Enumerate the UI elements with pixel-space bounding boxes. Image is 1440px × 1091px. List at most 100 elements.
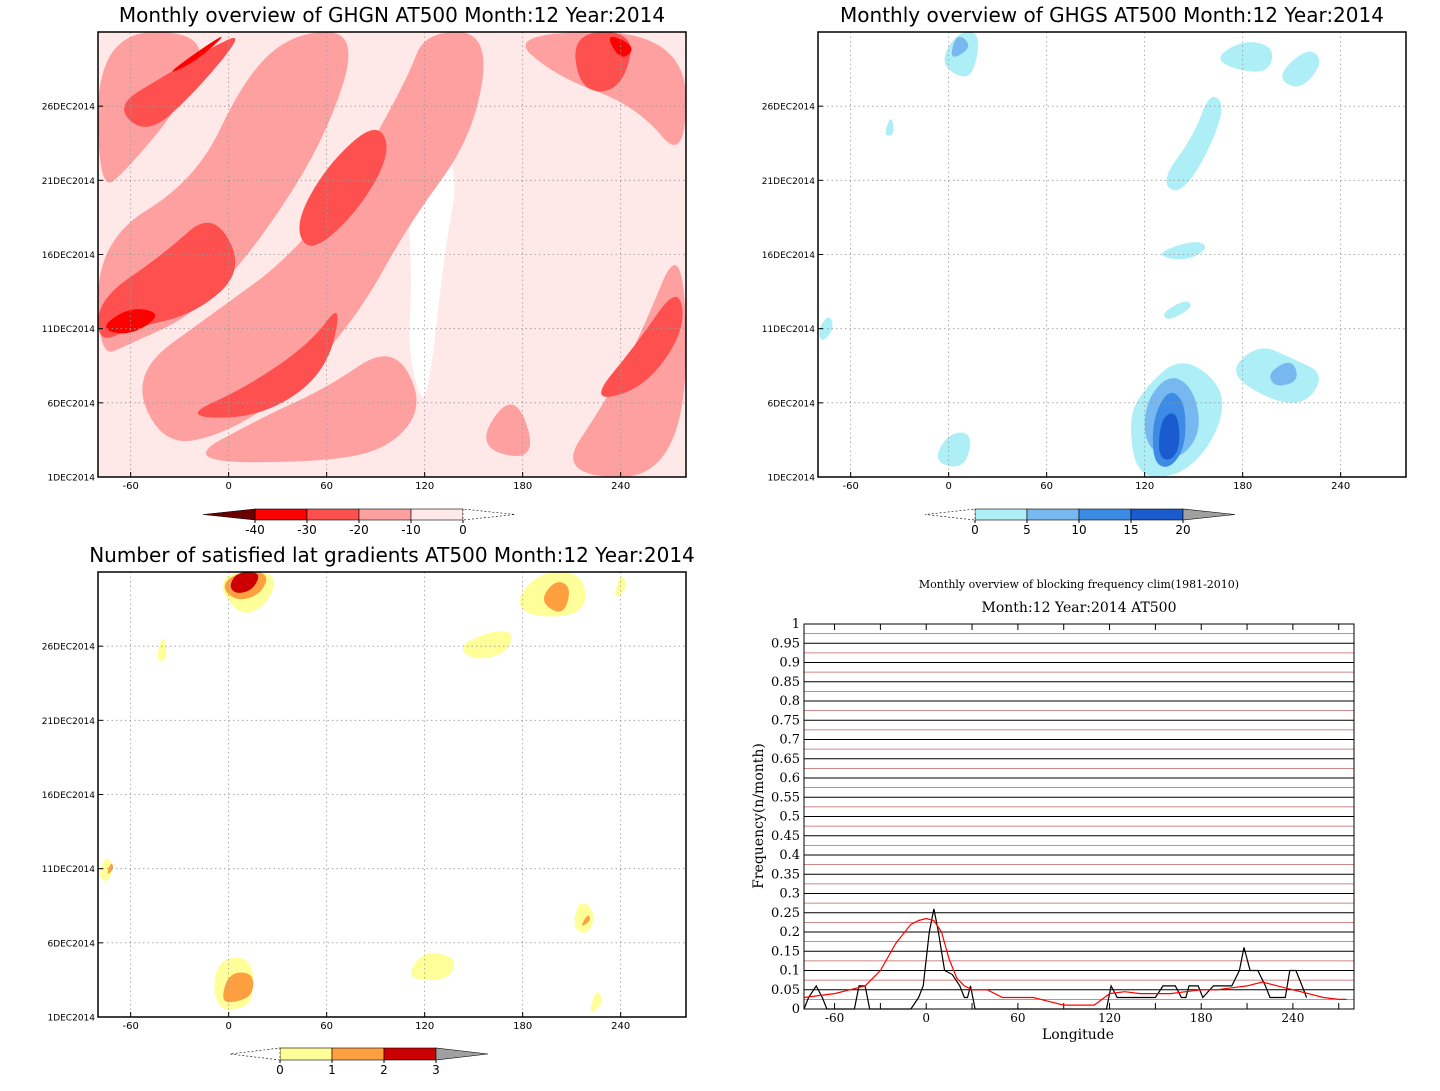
y-tick-label: 0.35	[771, 867, 800, 882]
colorbar-label: 10	[1071, 523, 1086, 537]
panel-title: Monthly overview of GHGN AT500 Month:12 …	[119, 3, 665, 27]
y-tick-label: 0.55	[771, 790, 800, 805]
contour-level-0	[590, 992, 602, 1013]
colorbar-box	[1130, 508, 1184, 521]
contour-level-5	[951, 36, 969, 57]
y-tick-label: 0.45	[771, 829, 800, 844]
colorbar-label: -30	[297, 523, 317, 537]
series-line-red	[803, 917, 1347, 1006]
y-tick-label: 0.4	[779, 848, 800, 863]
contour-level-0	[1166, 96, 1222, 191]
x-tick-label: 0	[225, 1021, 231, 1032]
y-tick-label: 26DEC2014	[42, 643, 96, 653]
y-tick-label: 0.25	[771, 906, 800, 921]
y-axis-label: Frequency(n/month)	[751, 743, 767, 889]
y-tick-label: 0	[792, 1002, 800, 1017]
y-tick-label: 0.9	[779, 656, 800, 671]
colorbar-box	[306, 508, 360, 521]
colorbar-box	[279, 1047, 333, 1061]
colorbar-box	[1026, 508, 1080, 521]
contour-level-15	[1159, 413, 1180, 460]
panel-4: Monthly overview of blocking frequency c…	[751, 578, 1355, 1043]
colorbar-label: -40	[245, 523, 265, 537]
colorbar-label: -10	[401, 523, 421, 537]
x-tick-label: 120	[1098, 1011, 1121, 1025]
colorbar-arrow-high	[462, 508, 516, 521]
contour-level--20	[197, 312, 338, 418]
y-tick-label: 0.85	[771, 675, 800, 690]
y-tick-label: 0.05	[771, 983, 800, 998]
y-tick-label: 21DEC2014	[762, 177, 816, 187]
contour-level-0	[100, 858, 113, 882]
y-tick-label: 26DEC2014	[762, 103, 816, 113]
x-tick-label: 180	[1233, 481, 1252, 492]
x-tick-label: 240	[611, 481, 630, 492]
x-tick-label: 180	[513, 1021, 532, 1032]
x-tick-label: -60	[122, 1021, 138, 1032]
colorbar-box	[358, 508, 412, 521]
contour-level-0	[462, 631, 512, 659]
y-tick-label: 1	[792, 617, 800, 632]
colorbar-box	[1078, 508, 1132, 521]
contour-level--10	[486, 404, 531, 457]
y-tick-label: 0.8	[779, 694, 800, 709]
x-tick-label: 0	[922, 1011, 930, 1025]
contour-level-1	[582, 915, 590, 926]
y-tick-label: 1DEC2014	[47, 1014, 95, 1024]
colorbar: 0 5 10 15 20	[924, 508, 1236, 537]
x-tick-label: 120	[1135, 481, 1154, 492]
y-tick-label: 0.7	[779, 733, 800, 748]
x-tick-label: -60	[825, 1011, 844, 1025]
contour-field	[819, 32, 1320, 477]
y-tick-label: 21DEC2014	[42, 717, 96, 727]
contour-level-1	[543, 582, 569, 612]
y-tick-label: 6DEC2014	[767, 399, 815, 409]
colorbar: -40 -30 -20 -10 0	[202, 508, 516, 537]
colorbar-label: 5	[1023, 523, 1031, 537]
y-tick-label: 0.3	[779, 887, 800, 902]
contour-level--20	[98, 222, 236, 338]
contour-level-0	[411, 953, 455, 980]
colorbar-label: 1	[328, 1063, 336, 1077]
colorbar-box	[383, 1047, 437, 1061]
colorbar-arrow-low	[229, 1047, 281, 1061]
contour-level-0	[819, 317, 833, 340]
y-tick-label: 11DEC2014	[42, 325, 96, 335]
contour-level--30	[172, 36, 222, 72]
contour-level--20	[299, 129, 387, 246]
x-tick-label: 180	[1190, 1011, 1213, 1025]
contour-level--10	[205, 356, 417, 463]
colorbar: 0 1 2 3	[229, 1047, 489, 1077]
contour-level-0	[1282, 51, 1320, 87]
colorbar-box	[410, 508, 464, 521]
colorbar-box	[974, 508, 1028, 521]
y-tick-label: 0.1	[779, 964, 800, 979]
y-tick-label: 21DEC2014	[42, 177, 96, 187]
panel-1: Monthly overview of GHGN AT500 Month:12 …	[42, 3, 687, 537]
contour-field	[100, 572, 627, 1013]
y-tick-label: 16DEC2014	[42, 791, 96, 801]
y-tick-label: 6DEC2014	[47, 399, 95, 409]
colorbar-label: 3	[432, 1063, 440, 1077]
contour-level-5	[1270, 362, 1297, 386]
contour-level-0	[157, 638, 167, 661]
x-tick-label: 0	[225, 481, 231, 492]
y-tick-label: 1DEC2014	[47, 474, 95, 484]
x-tick-label: 0	[945, 481, 951, 492]
y-tick-label: 1DEC2014	[767, 474, 815, 484]
x-tick-label: 240	[611, 1021, 630, 1032]
panel-title: Number of satisfied lat gradients AT500 …	[89, 543, 695, 567]
y-tick-label: 0.65	[771, 752, 800, 767]
contour-level-0	[937, 432, 971, 467]
y-tick-label: 0.95	[771, 636, 800, 651]
chart-subtitle: Month:12 Year:2014 AT500	[982, 600, 1177, 616]
colorbar-label: 0	[459, 523, 467, 537]
contour-level-0	[574, 903, 594, 933]
x-tick-label: 120	[415, 1021, 434, 1032]
contour-level-2	[230, 572, 259, 593]
x-tick-label: 240	[1281, 1011, 1304, 1025]
colorbar-label: 0	[276, 1063, 284, 1077]
contour-level-1	[107, 863, 114, 874]
y-tick-label: 16DEC2014	[762, 251, 816, 261]
